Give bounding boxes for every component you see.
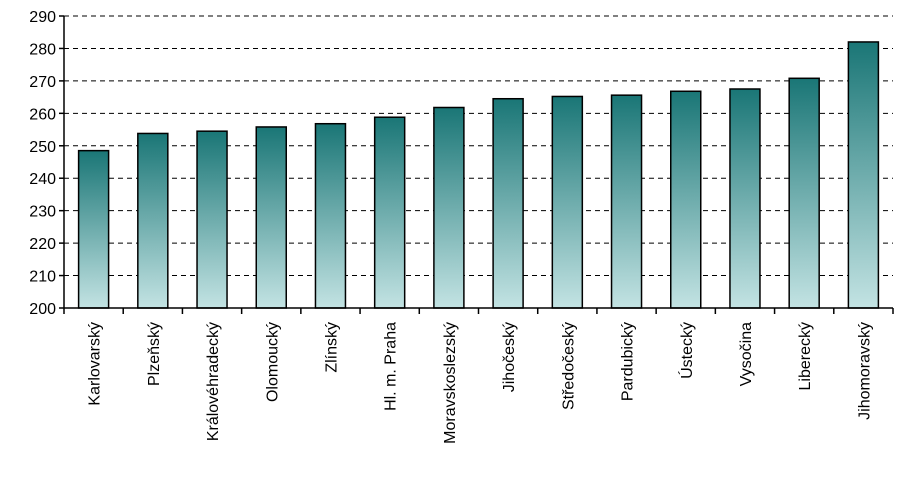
y-tick-label: 200 [29,301,56,318]
y-tick-label: 230 [29,204,56,221]
bar [492,97,524,309]
bars [77,41,880,309]
y-tick-labels: 200 210 220 230 240 250 260 270 280 290 [29,9,56,318]
bar [373,116,406,309]
x-tick-label: Vysočina [738,322,755,386]
bar [314,122,347,309]
bar [551,95,584,309]
y-tick-label: 280 [29,41,56,58]
y-tick-label: 220 [29,236,56,253]
x-tick-label: Královéhradecký [205,322,222,441]
bar [729,88,761,309]
x-tick-labels: Karlovarský Plzeňský Královéhradecký Olomou… [87,322,874,444]
y-tick-label: 260 [29,106,56,123]
bar [196,130,228,309]
bar [670,90,702,309]
x-tick-label: Karlovarský [87,322,104,406]
bar [433,106,465,309]
bar [788,77,820,309]
x-tick-label: Olomoucký [264,322,281,402]
x-tick-label: Moravskoslezský [442,322,459,444]
bar [255,126,287,309]
bar [847,41,880,309]
x-tick-label: Pardubický [620,322,637,401]
bar [610,94,643,309]
bar [137,132,169,309]
x-tick-label: Jihočeský [501,322,518,392]
y-tick-label: 250 [29,139,56,156]
gridlines [64,15,893,277]
y-tick-label: 290 [29,9,56,26]
axes [59,15,894,314]
x-tick-label: Hl. m. Praha [383,322,400,411]
x-tick-label: Liberecký [797,322,814,390]
x-tick-label: Plzeňský [146,322,163,386]
y-tick-label: 210 [29,269,56,286]
x-tick-label: Zlínský [323,322,340,373]
x-tick-label: Středočeský [560,322,577,410]
y-tick-label: 240 [29,171,56,188]
x-tick-label: Jihomoravský [856,322,873,420]
y-tick-label: 270 [29,74,56,91]
x-tick-label: Ústecký [677,322,696,379]
bar [77,149,110,309]
